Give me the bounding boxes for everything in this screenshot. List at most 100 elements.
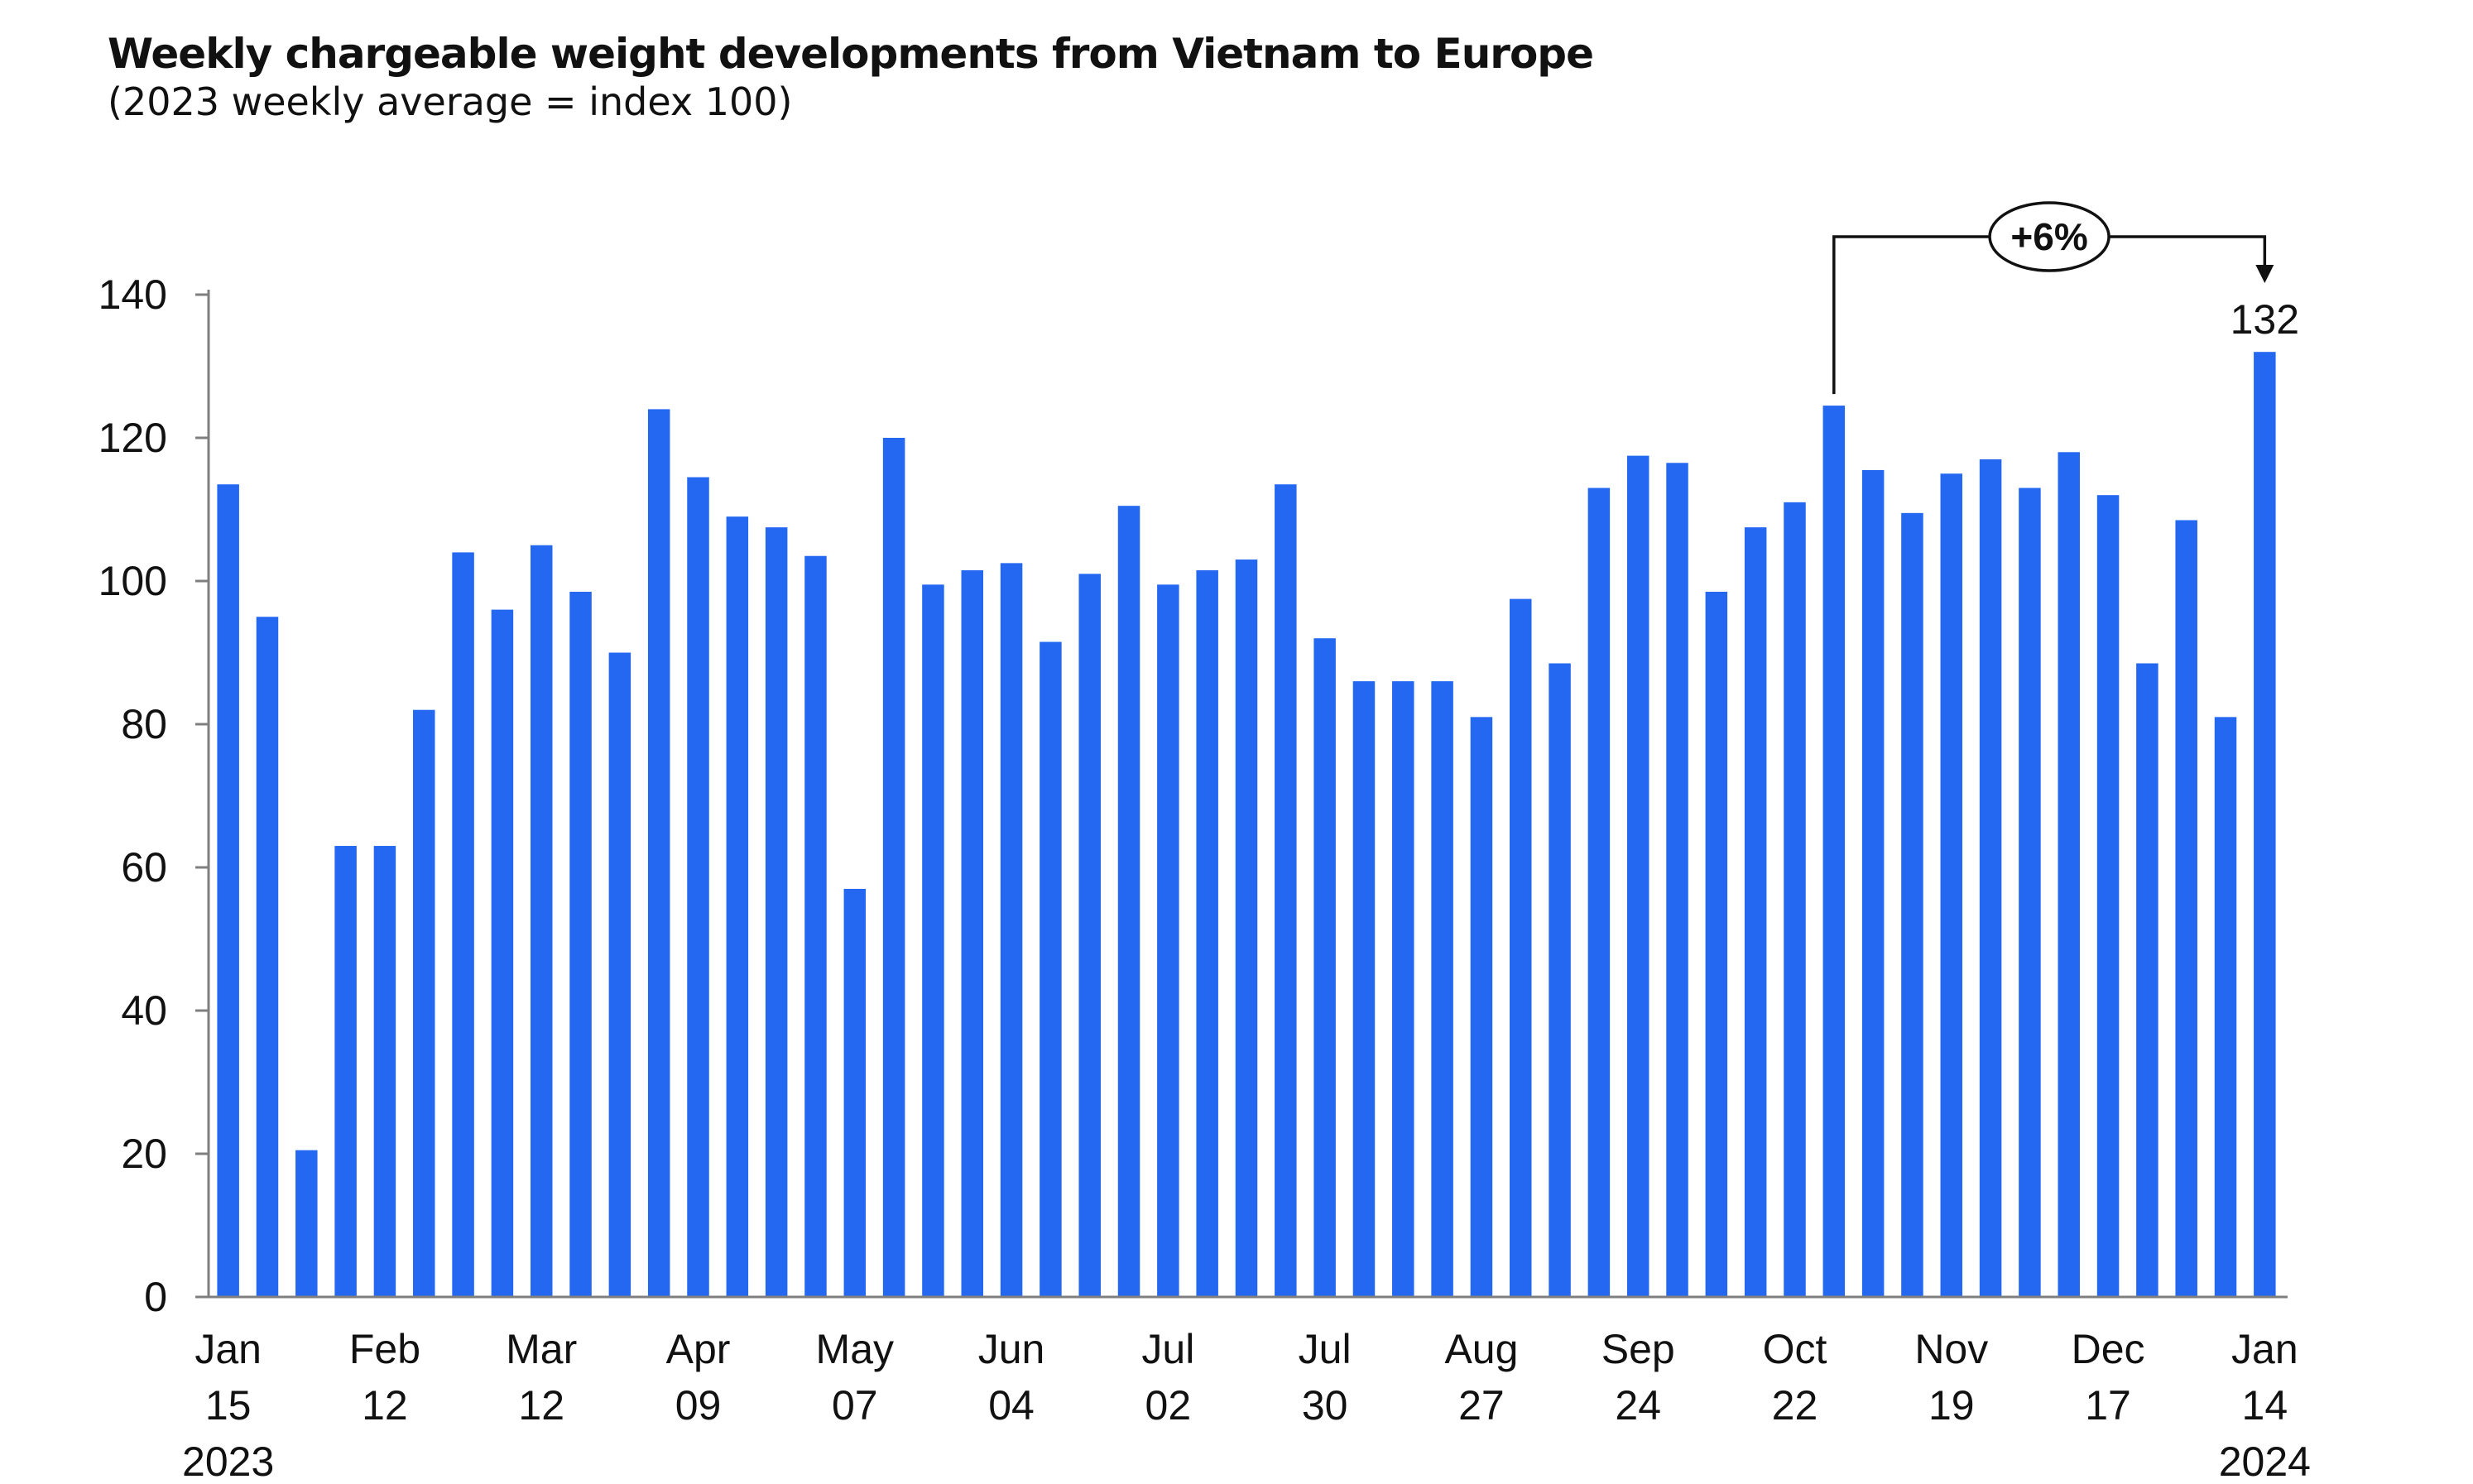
x-tick-label: Mar: [506, 1326, 577, 1372]
change-label-bubble: [1988, 201, 2110, 272]
bar: [2019, 487, 2041, 1297]
bar: [1352, 681, 1376, 1297]
x-tick-label: 19: [1928, 1382, 1975, 1429]
annotations: +6% 132: [1832, 201, 2299, 395]
bar: [2214, 717, 2237, 1297]
x-tick-label: 12: [518, 1382, 564, 1429]
bar: [373, 846, 396, 1297]
x-tick-label: Apr: [666, 1326, 731, 1372]
x-tick-label: 15: [205, 1382, 252, 1429]
bars: [217, 352, 2276, 1298]
bar: [1509, 598, 1532, 1297]
bar: [491, 609, 514, 1297]
bar: [2254, 352, 2276, 1298]
bar: [765, 527, 788, 1297]
arrow-head-icon: [2255, 265, 2274, 283]
x-tick-label: 24: [1615, 1382, 1661, 1429]
bar: [804, 555, 827, 1297]
bar: [1549, 663, 1571, 1297]
bar: [1117, 506, 1140, 1297]
bar: [1392, 681, 1414, 1297]
x-tick-label: Jul: [1299, 1326, 1352, 1372]
y-tick-label: 40: [121, 987, 167, 1034]
bar: [1157, 584, 1179, 1297]
bar: [1705, 591, 1728, 1297]
data-label: 132: [2231, 296, 2299, 343]
chart-title: Weekly chargeable weight developments fr…: [108, 30, 1594, 78]
bar: [569, 591, 592, 1297]
x-tick-label: 27: [1458, 1382, 1505, 1429]
x-tick-label: 30: [1302, 1382, 1348, 1429]
bar: [687, 477, 709, 1297]
y-tick-label: 140: [98, 271, 167, 318]
x-tick-label: 04: [988, 1382, 1035, 1429]
change-label: +6%: [2010, 215, 2087, 258]
x-tick-label: Feb: [349, 1326, 420, 1372]
bar: [334, 846, 357, 1297]
x-tick-label: 12: [362, 1382, 408, 1429]
bar: [1470, 717, 1493, 1297]
bar: [452, 552, 474, 1297]
x-tick-label: 17: [2085, 1382, 2131, 1429]
bar: [882, 438, 905, 1297]
y-tick-label: 0: [144, 1274, 167, 1320]
bar: [1901, 512, 1923, 1297]
bar: [1861, 469, 1885, 1297]
x-tick-label: 07: [832, 1382, 878, 1429]
bar: [1000, 563, 1023, 1297]
x-tick-label: Sep: [1601, 1326, 1675, 1372]
bar: [413, 709, 435, 1297]
x-tick-label: 2023: [182, 1438, 274, 1484]
bar: [1626, 455, 1649, 1297]
bar: [1196, 570, 1218, 1297]
x-tick-label: Aug: [1444, 1326, 1518, 1372]
x-tick-label: Nov: [1914, 1326, 1988, 1372]
bar: [1431, 681, 1453, 1297]
x-tick-label: 14: [2242, 1382, 2288, 1429]
x-tick-label: Dec: [2072, 1326, 2145, 1372]
bar: [608, 652, 631, 1297]
x-tick-label: Jan: [194, 1326, 262, 1372]
bar: [1587, 487, 1611, 1297]
y-tick-label: 80: [121, 701, 167, 747]
bar: [1040, 641, 1062, 1297]
bar: [217, 484, 239, 1297]
bar: [922, 584, 944, 1297]
bar: [1235, 560, 1258, 1297]
y-tick-label: 100: [98, 558, 167, 604]
bar: [1275, 484, 1297, 1297]
x-tick-label: Jun: [978, 1326, 1045, 1372]
x-tick-label: 02: [1145, 1382, 1192, 1429]
bar: [1822, 406, 1846, 1298]
bar: [1313, 638, 1336, 1297]
bar: [295, 1150, 318, 1297]
bar: [2136, 663, 2158, 1297]
y-tick-label: 60: [121, 844, 167, 891]
x-tick-label: Oct: [1763, 1326, 1827, 1372]
bar: [2175, 520, 2197, 1297]
bar: [1979, 459, 2002, 1297]
bar: [1784, 502, 1806, 1297]
x-tick-label: Jul: [1141, 1326, 1194, 1372]
bar: [1666, 463, 1688, 1297]
x-tick-label: May: [816, 1326, 894, 1372]
bar: [530, 545, 553, 1297]
bar: [1744, 527, 1767, 1297]
y-tick-label: 20: [121, 1131, 167, 1177]
y-axis: 0 20 40 60 80 100 120 140: [98, 271, 210, 1320]
bar: [647, 409, 670, 1297]
x-tick-label: 2024: [2219, 1438, 2311, 1484]
x-tick-label: Jan: [2231, 1326, 2298, 1372]
bar: [843, 888, 867, 1297]
bar: [1940, 473, 1963, 1297]
bar: [256, 617, 279, 1297]
chart-subtitle: (2023 weekly average = index 100): [108, 79, 793, 124]
bar: [2096, 495, 2120, 1297]
bar: [1078, 574, 1101, 1297]
y-tick-label: 120: [98, 415, 167, 461]
x-tick-label: 09: [675, 1382, 722, 1429]
bar: [961, 570, 984, 1297]
x-axis: Jan 15 2023 Feb 12 Mar 12 Apr 09 May 07 Jun 04 Jul 02 J…: [182, 1295, 2311, 1484]
bar: [726, 516, 749, 1297]
